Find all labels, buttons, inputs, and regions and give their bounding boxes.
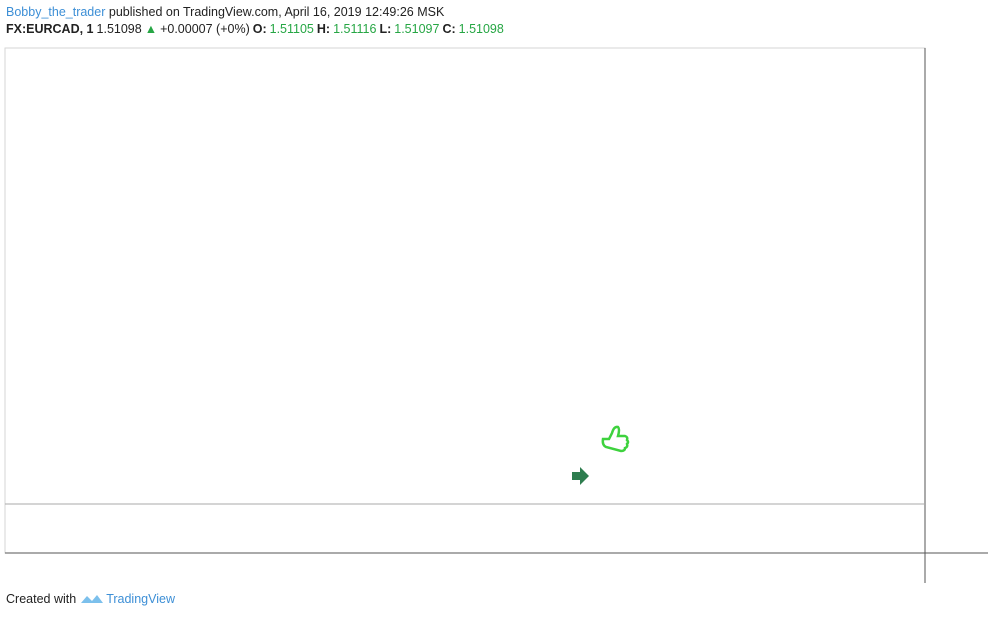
open-label: O: (252, 22, 267, 36)
low-label: L: (379, 22, 392, 36)
arrow-icon (572, 467, 589, 485)
chart (4, 47, 988, 583)
price: 1.51098 (96, 22, 142, 36)
high-label: H: (316, 22, 331, 36)
close: 1.51098 (458, 22, 504, 36)
low: 1.51097 (394, 22, 440, 36)
published: published on TradingView.com, April 16, … (108, 5, 445, 19)
footer: Created with TradingView (6, 592, 175, 606)
author[interactable]: Bobby_the_trader (6, 5, 106, 19)
brand[interactable]: TradingView (106, 592, 175, 606)
arrow: ▲ (144, 22, 158, 36)
change: +0.00007 (+0%) (160, 22, 250, 36)
high: 1.51116 (333, 22, 377, 36)
symbol: FX:EURCAD, 1 (6, 22, 94, 36)
frame (4, 47, 926, 554)
logo (81, 595, 104, 603)
close-label: C: (442, 22, 456, 36)
header: Bobby_the_trader published on TradingVie… (6, 4, 507, 38)
created-with: Created with (6, 592, 77, 606)
thumbs-up-icon (601, 425, 630, 453)
open: 1.51105 (269, 22, 314, 36)
